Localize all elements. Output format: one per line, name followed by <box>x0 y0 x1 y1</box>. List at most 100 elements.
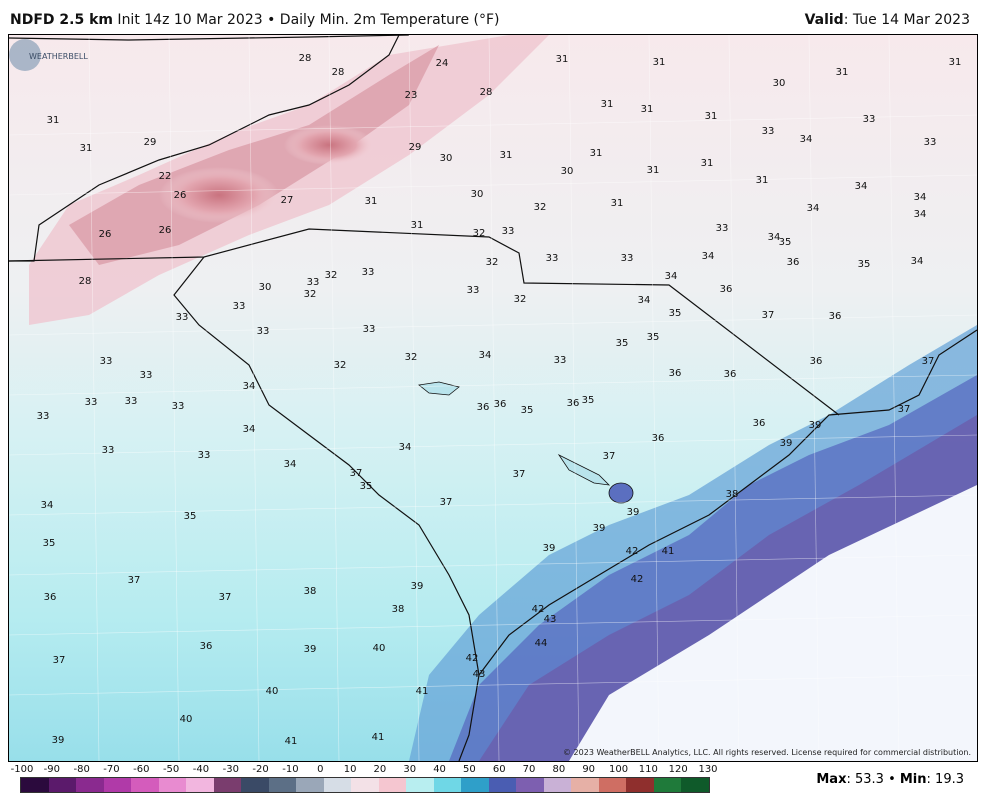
nc-sc-border <box>9 228 840 416</box>
temperature-value: 35 <box>582 395 595 406</box>
temperature-value: 34 <box>800 134 813 145</box>
temperature-value: 33 <box>125 396 138 407</box>
temperature-value: 27 <box>281 195 294 206</box>
temperature-value: 33 <box>363 324 376 335</box>
temperature-value: 29 <box>144 137 157 148</box>
temperature-value: 34 <box>243 381 256 392</box>
temperature-value: 33 <box>172 401 185 412</box>
temperature-value: 42 <box>532 604 545 615</box>
lake <box>557 453 611 486</box>
temperature-value: 23 <box>405 90 418 101</box>
temperature-value: 34 <box>284 459 297 470</box>
temperature-value: 33 <box>762 126 775 137</box>
temperature-value: 30 <box>440 153 453 164</box>
temperature-value: 29 <box>409 142 422 153</box>
color-scale-tick: -10 <box>282 764 299 775</box>
temperature-value: 35 <box>184 511 197 522</box>
color-scale-tick: -50 <box>162 764 180 775</box>
temperature-value: 30 <box>471 189 484 200</box>
max-value: : 53.3 • <box>846 772 900 787</box>
temperature-value: 32 <box>334 360 347 371</box>
temperature-value: 34 <box>855 181 868 192</box>
temperature-value: 37 <box>440 497 453 508</box>
color-scale-tick: -70 <box>103 764 120 775</box>
temperature-value: 22 <box>159 171 172 182</box>
lake <box>418 381 460 396</box>
county-lines <box>9 35 977 761</box>
color-scale-swatch <box>186 778 214 792</box>
map-canvas: 28 28 24 23 28 31 31 30 31 31 31 29 31 29 30 31 31 31 31 33… <box>9 35 977 761</box>
temperature-value: 33 <box>546 253 559 264</box>
color-scale-tick: 40 <box>433 764 446 775</box>
temperature-value: 38 <box>392 604 405 615</box>
temperature-value: 31 <box>500 150 513 161</box>
temperature-value: 30 <box>259 282 272 293</box>
temperature-value: 33 <box>140 370 153 381</box>
temperature-value: 33 <box>37 411 50 422</box>
temperature-value: 33 <box>716 223 729 234</box>
temperature-value: 26 <box>159 225 172 236</box>
temperature-value: 41 <box>416 686 429 697</box>
va-border <box>9 35 410 41</box>
temperature-value: 33 <box>502 226 515 237</box>
color-scale-tick: 130 <box>698 764 718 775</box>
temperature-value: 33 <box>233 301 246 312</box>
temperature-value: 32 <box>473 228 486 239</box>
color-scale-swatch <box>681 778 709 792</box>
color-scale-swatch <box>351 778 379 792</box>
temperature-value: 31 <box>701 158 714 169</box>
temperature-value: 31 <box>647 165 660 176</box>
temperature-value: 43 <box>473 669 486 680</box>
temperature-value: 31 <box>556 54 569 65</box>
temperature-value: 24 <box>436 58 449 69</box>
temperature-value: 33 <box>924 137 937 148</box>
temperature-value: 31 <box>949 57 962 68</box>
temperature-value: 33 <box>467 285 480 296</box>
temperature-value: 32 <box>486 257 499 268</box>
coldest-band <box>69 45 439 265</box>
temperature-value: 35 <box>616 338 629 349</box>
copyright-notice: © 2023 WeatherBELL Analytics, LLC. All r… <box>563 748 971 757</box>
temperature-value: 37 <box>898 404 911 415</box>
max-min-summary: Max: 53.3 • Min: 19.3 <box>816 772 964 787</box>
temperature-value: 39 <box>52 735 65 746</box>
color-scale-swatch <box>598 778 627 792</box>
color-scale-tick: -20 <box>252 764 269 775</box>
color-scale-swatch <box>461 778 489 792</box>
map-header: NDFD 2.5 km Init 14z 10 Mar 2023 • Daily… <box>0 0 984 34</box>
temperature-value: 31 <box>641 104 654 115</box>
color-scale-swatch <box>433 778 462 792</box>
color-scale-swatch <box>543 778 572 792</box>
color-scale-swatch <box>378 778 407 792</box>
temperature-value: 35 <box>779 237 792 248</box>
svg-text:WEATHERBELL: WEATHERBELL <box>29 52 88 61</box>
color-scale-swatch <box>48 778 77 792</box>
temperature-map[interactable]: 28 28 24 23 28 31 31 30 31 31 31 29 31 29 30 31 31 31 31 33… <box>8 34 978 762</box>
color-scale-swatch <box>571 778 599 792</box>
temperature-value: 35 <box>360 481 373 492</box>
temperature-value: 31 <box>411 220 424 231</box>
temperature-value: 32 <box>304 289 317 300</box>
color-scale-tick: -60 <box>133 764 150 775</box>
color-scale-tick: -80 <box>73 764 90 775</box>
temperature-value: 31 <box>47 115 60 126</box>
temperature-value: 42 <box>466 653 479 664</box>
temperature-value: 26 <box>99 229 112 240</box>
temperature-value: 37 <box>603 451 616 462</box>
temperature-value: 31 <box>590 148 603 159</box>
color-scale-tick: -90 <box>43 764 60 775</box>
temperature-value: 34 <box>638 295 651 306</box>
temperature-value: 37 <box>219 592 232 603</box>
temperature-value: 36 <box>787 257 800 268</box>
coastline <box>478 329 977 676</box>
temperature-value: 31 <box>756 175 769 186</box>
color-scale-tick: -100 <box>10 764 34 775</box>
color-scale-tick: 50 <box>463 764 476 775</box>
temperature-value: 33 <box>102 445 115 456</box>
temperature-value: 28 <box>480 87 493 98</box>
temperature-value: 33 <box>85 397 98 408</box>
color-scale-swatch <box>323 778 352 792</box>
color-scale-swatch <box>516 778 544 792</box>
temperature-value: 39 <box>809 420 822 431</box>
color-scale-swatch <box>213 778 242 792</box>
